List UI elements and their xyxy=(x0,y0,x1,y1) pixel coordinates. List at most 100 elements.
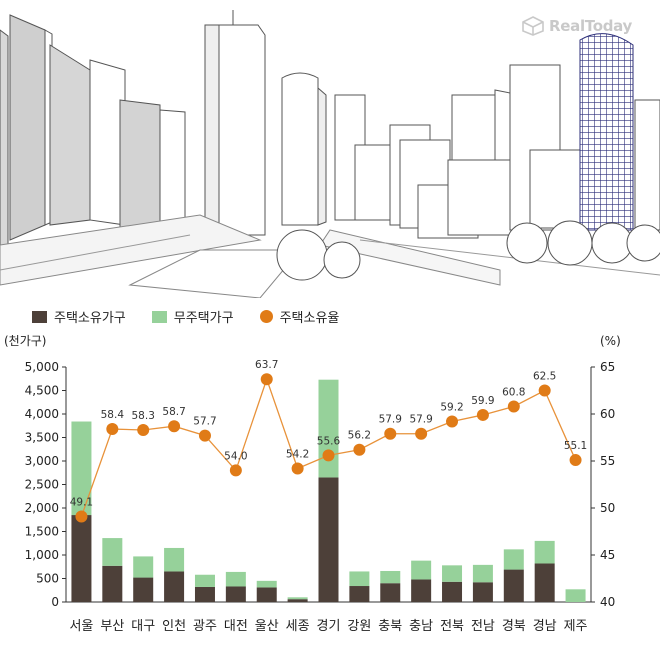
right-axis-tick-label: 65 xyxy=(600,360,615,374)
rate-data-label: 56.2 xyxy=(348,430,371,442)
bar-owner xyxy=(287,599,308,602)
x-axis-category-label: 울산 xyxy=(255,619,279,634)
bar-nonowner xyxy=(503,549,524,570)
right-axis-tick-label: 60 xyxy=(600,407,615,421)
legend-item-rate: 주택소유율 xyxy=(259,307,340,326)
rate-data-label: 54.2 xyxy=(286,449,309,461)
rate-point xyxy=(291,462,304,475)
bar-owner xyxy=(194,586,215,602)
rate-data-label: 62.5 xyxy=(533,371,556,383)
left-axis-tick-label: 2,000 xyxy=(25,501,59,515)
left-axis-tick-label: 5,000 xyxy=(25,360,59,374)
logo-text: RealToday xyxy=(549,17,633,35)
left-axis-tick-label: 4,500 xyxy=(25,384,59,398)
housing-ownership-chart: 0 500 1,000 1,500 2,000 2,500 3,000 3,500 4,000 4… xyxy=(4,333,621,634)
rate-point xyxy=(384,427,397,440)
left-axis-tick-label: 2,500 xyxy=(25,478,59,492)
x-axis-category-label: 대전 xyxy=(224,619,248,634)
x-axis-category-label: 세종 xyxy=(286,619,310,634)
rate-point xyxy=(229,464,242,477)
bar-owner xyxy=(102,565,123,602)
rate-data-label: 58.4 xyxy=(101,409,125,421)
x-axis-category-label: 인천 xyxy=(162,619,186,634)
rate-data-label: 59.2 xyxy=(440,402,463,414)
rate-data-label: 60.8 xyxy=(502,386,525,398)
rate-point xyxy=(353,443,366,456)
bar-nonowner xyxy=(534,540,555,564)
left-axis-tick-label: 3,500 xyxy=(25,431,59,445)
left-axis-tick-label: 3,000 xyxy=(25,454,59,468)
rate-point xyxy=(198,429,211,442)
bar-owner xyxy=(318,477,339,602)
x-axis-category-label: 서울 xyxy=(69,619,93,634)
rate-data-label: 59.9 xyxy=(471,395,494,407)
bar-nonowner xyxy=(256,580,277,588)
bar-owner xyxy=(380,583,401,602)
left-axis-tick-label: 500 xyxy=(36,572,59,586)
rate-point xyxy=(476,408,489,421)
x-axis-category-label: 전남 xyxy=(471,619,495,634)
x-axis-category-label: 충남 xyxy=(409,619,433,634)
bar-nonowner xyxy=(194,574,215,587)
rate-point xyxy=(168,420,181,433)
legend-swatch-owner xyxy=(32,310,47,323)
rate-point xyxy=(322,449,335,462)
rate-data-label: 55.6 xyxy=(317,435,341,447)
bar-nonowner xyxy=(71,421,92,516)
bar-nonowner xyxy=(565,589,586,602)
realtoday-cube-logo-icon xyxy=(522,16,544,36)
legend-label-rate: 주택소유율 xyxy=(279,311,340,326)
left-axis-tick-label: 4,000 xyxy=(25,407,59,421)
rate-data-label: 58.3 xyxy=(132,410,155,422)
bar-owner xyxy=(164,571,185,602)
rate-point xyxy=(507,400,520,413)
bar-nonowner xyxy=(287,597,308,600)
legend-item-owner: 주택소유가구 xyxy=(32,307,126,326)
bar-nonowner xyxy=(349,571,370,587)
rate-point xyxy=(75,510,88,523)
legend-swatch-nonowner xyxy=(151,310,167,323)
legend-dot-rate xyxy=(259,310,273,323)
right-axis-tick-label: 40 xyxy=(600,595,615,609)
bar-owner xyxy=(534,563,555,602)
city-skyline-illustration xyxy=(0,10,660,298)
bar-nonowner xyxy=(225,571,246,587)
bar-nonowner xyxy=(164,547,185,572)
x-axis-category-label: 광주 xyxy=(193,619,217,634)
rate-point xyxy=(137,423,150,436)
left-axis-tick-label: 1,500 xyxy=(25,525,59,539)
chart-legend: 주택소유가구 무주택가구 주택소유율 xyxy=(32,307,365,326)
x-axis-category-label: 대구 xyxy=(131,619,155,634)
legend-label-nonowner: 무주택가구 xyxy=(173,311,234,326)
bar-owner xyxy=(225,586,246,602)
rate-point xyxy=(260,373,273,386)
rate-data-label: 58.7 xyxy=(162,406,185,418)
bar-nonowner xyxy=(102,538,123,566)
rate-data-label: 63.7 xyxy=(255,359,278,371)
left-axis-tick-label: 1,000 xyxy=(25,548,59,562)
right-axis-tick-label: 55 xyxy=(600,454,615,468)
bar-nonowner xyxy=(133,556,154,578)
bar-nonowner xyxy=(472,564,493,583)
rate-point xyxy=(538,384,551,397)
rate-data-label: 55.1 xyxy=(564,440,587,452)
x-axis-category-label: 경남 xyxy=(533,619,557,634)
rate-point xyxy=(446,415,459,428)
bar-owner xyxy=(256,587,277,602)
right-axis-tick-label: 50 xyxy=(600,501,615,515)
left-axis-tick-label: 0 xyxy=(51,595,59,609)
bar-nonowner xyxy=(411,560,432,580)
rate-data-label: 57.7 xyxy=(193,416,216,428)
bar-owner xyxy=(411,579,432,602)
x-axis-category-label: 경북 xyxy=(502,619,526,634)
bar-nonowner xyxy=(442,565,463,582)
bar-owner xyxy=(349,586,370,602)
left-axis-unit-label: (천가구) xyxy=(4,333,46,348)
rate-data-label: 57.9 xyxy=(379,414,402,426)
bar-nonowner xyxy=(380,570,401,584)
x-axis-category-label: 부산 xyxy=(100,619,124,634)
legend-label-owner: 주택소유가구 xyxy=(54,311,126,326)
rate-point xyxy=(415,427,428,440)
rate-point xyxy=(569,454,582,467)
x-axis-category-label: 전북 xyxy=(440,619,464,634)
